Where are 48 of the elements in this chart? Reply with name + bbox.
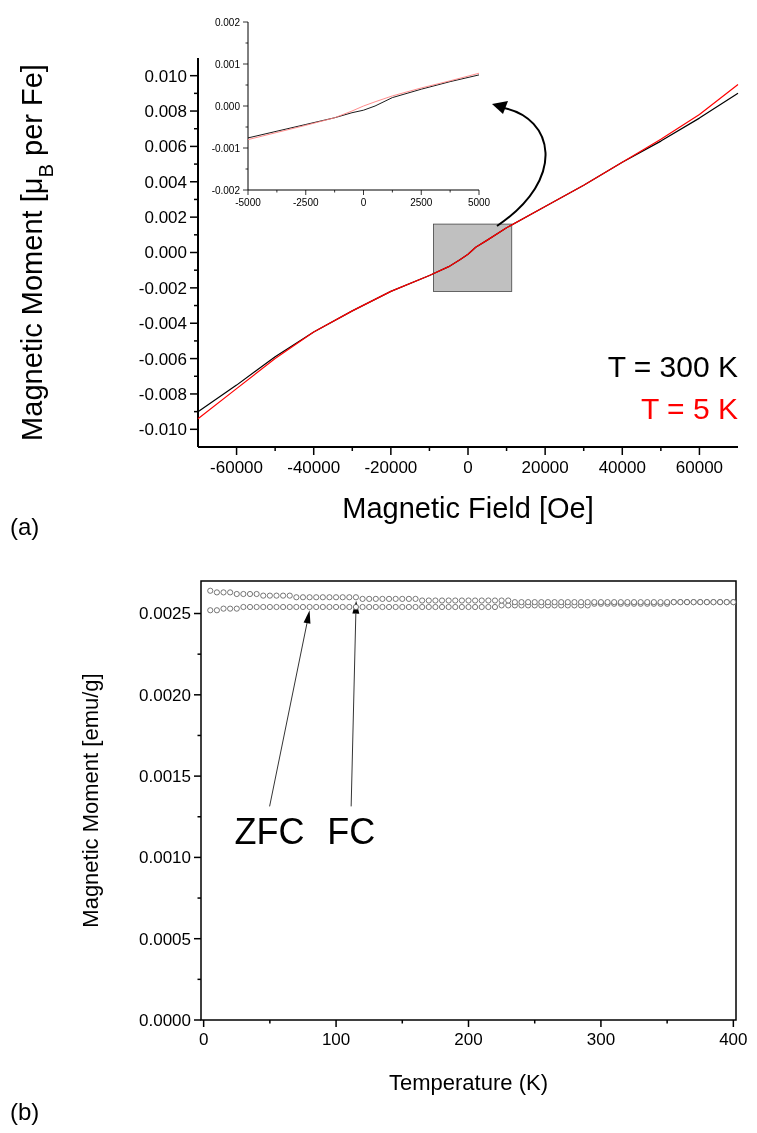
text: T = 5 K [640,392,738,425]
annotation: FC [327,811,376,853]
x-tick-label: -2500 [292,196,319,208]
y-tick-label: -0.004 [138,314,187,334]
y-tick-label: 0.0020 [139,685,191,705]
y-tick-label: 0.001 [214,58,241,70]
y-tick-label: -0.010 [138,420,187,440]
text: T = 300 K [607,350,738,383]
x-tick-label: -5000 [235,196,262,208]
x-tick-label: 100 [321,1029,351,1049]
y-tick-label: 0.008 [144,102,187,121]
x-tick-label: -20000 [364,457,418,477]
y-tick-label: 0.010 [144,66,187,86]
y-tick-label: 0.0025 [139,604,191,624]
y-tick-label: 0.0010 [139,848,191,868]
y-axis-title: Magnetic Moment [emu/g] [78,673,103,928]
x-tick-label: 5000 [467,196,491,208]
y-tick-label: 0.0000 [139,1010,191,1030]
y-tick-label: -0.002 [138,278,187,298]
annotation: ZFC [234,811,305,853]
x-tick-label: 0 [360,196,367,208]
x-tick-label: 2500 [410,196,433,208]
y-tick-label: 0.000 [214,100,241,112]
y-tick-label: 0.0015 [139,767,191,787]
x-tick-label: 0 [463,457,473,477]
x-tick-label: 40000 [598,457,646,477]
x-tick-label: 0 [198,1029,209,1049]
x-tick-label: -40000 [287,457,341,477]
y-tick-label: 0.002 [214,16,241,28]
y-tick-label: 0.006 [144,137,187,157]
x-tick-label: 200 [454,1029,483,1049]
x-axis-title: Magnetic Field [Oe] [342,492,594,524]
x-tick-label: 60000 [675,457,724,477]
y-tick-label: 0.0005 [139,929,191,949]
x-tick-label: 20000 [521,457,569,477]
text: (b) [10,1098,40,1125]
y-tick-label: -0.001 [211,142,241,154]
y-tick-label: 0.004 [144,172,187,192]
x-tick-label: 400 [719,1029,748,1049]
y-tick-label: -0.008 [138,384,187,404]
y-tick-label: 0.002 [144,208,187,228]
x-axis-title: Temperature (K) [389,1070,548,1095]
x-tick-label: -60000 [210,457,264,477]
text: (a) [10,513,40,540]
y-tick-label: 0.000 [144,243,187,263]
y-tick-label: -0.006 [138,349,187,369]
y-tick-label: -0.002 [211,184,241,196]
x-tick-label: 300 [586,1029,616,1049]
